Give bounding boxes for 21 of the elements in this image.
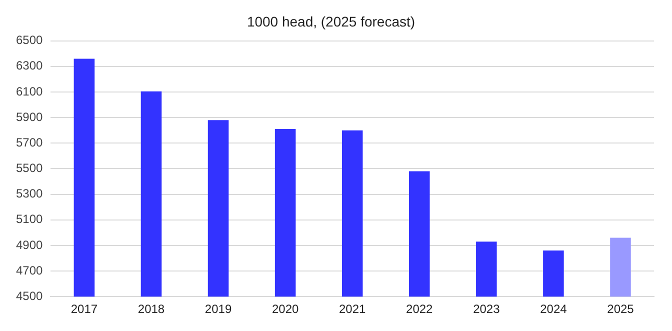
y-tick-label: 4900 xyxy=(16,238,44,252)
y-tick-label: 5300 xyxy=(16,186,44,201)
y-tick-label: 6500 xyxy=(16,33,44,48)
x-tick-label: 2024 xyxy=(540,302,568,316)
chart-title: 1000 head, (2025 forecast) xyxy=(246,13,416,30)
x-tick-label: 2017 xyxy=(70,302,98,316)
x-tick-label: 2019 xyxy=(204,302,232,316)
y-tick-label: 5700 xyxy=(16,135,44,150)
y-tick-label: 5500 xyxy=(16,161,44,176)
x-tick-label: 2022 xyxy=(406,302,434,316)
x-tick-label: 2018 xyxy=(138,302,165,316)
x-tick-label: 2023 xyxy=(473,302,500,316)
y-tick-label: 5100 xyxy=(16,212,44,226)
y-tick-label: 4700 xyxy=(16,263,44,278)
y-tick-label: 5900 xyxy=(16,110,44,124)
x-tick-label: 2025 xyxy=(607,302,634,316)
x-tick-label: 2020 xyxy=(272,302,299,316)
y-tick-label: 6100 xyxy=(16,84,44,98)
y-tick-label: 6300 xyxy=(16,58,44,73)
y-tick-label: 4500 xyxy=(16,288,44,303)
x-tick-label: 2021 xyxy=(338,302,366,316)
